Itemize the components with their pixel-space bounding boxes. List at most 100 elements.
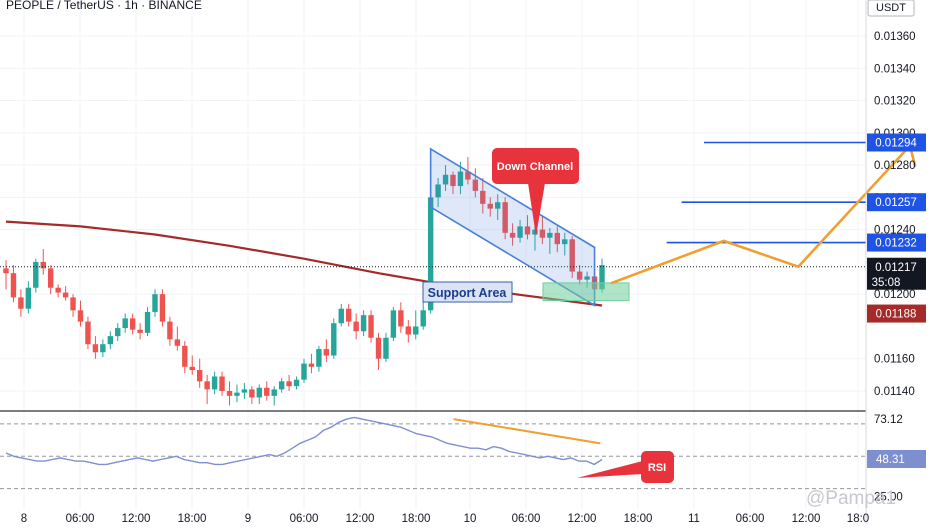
candle-body — [360, 315, 367, 332]
ma-price-tag — [867, 304, 926, 323]
candle — [539, 216, 546, 245]
candle-body — [92, 344, 99, 353]
candle-body — [323, 349, 330, 356]
candle-body — [264, 387, 270, 396]
candle — [293, 376, 300, 390]
candle-body — [48, 268, 54, 288]
candle — [122, 313, 128, 333]
candle-body — [18, 297, 24, 309]
candle — [472, 168, 479, 198]
candle-body — [346, 308, 352, 322]
candle — [413, 310, 419, 340]
candle — [316, 345, 322, 372]
candle — [562, 232, 568, 256]
time-tick-label: 18:00 — [178, 513, 207, 524]
candle-body — [569, 239, 575, 272]
candle — [271, 386, 277, 406]
price-tick-label: 0.01340 — [874, 63, 916, 75]
candle — [487, 197, 493, 217]
candle-body — [197, 370, 203, 382]
candle-body — [107, 336, 113, 345]
candle-body — [122, 318, 128, 329]
candle — [107, 331, 113, 350]
candle-body — [383, 337, 389, 359]
candle-body — [435, 184, 441, 198]
target-price-label: 0.01257 — [875, 197, 917, 209]
target-price-tag — [867, 133, 926, 152]
candle-body — [249, 389, 255, 398]
candle-body — [293, 379, 300, 387]
candle — [129, 313, 136, 335]
time-tick-label: 06:00 — [512, 513, 541, 524]
candle-body — [524, 226, 531, 235]
rsi-value-tag — [867, 449, 926, 468]
candle-body — [286, 381, 292, 387]
candle-body — [517, 226, 523, 238]
candle — [211, 371, 218, 395]
candles — [3, 157, 605, 406]
candle-body — [390, 310, 397, 338]
candle-body — [40, 261, 46, 269]
candle-body — [241, 389, 248, 393]
candle — [576, 265, 583, 285]
candle-body — [219, 376, 225, 391]
candle — [62, 286, 69, 301]
candle — [189, 355, 195, 375]
support-zone — [542, 282, 630, 302]
price-axis[interactable]: 0.013600.013400.013200.013000.012800.012… — [867, 31, 926, 504]
candle-body — [226, 391, 233, 396]
time-axis[interactable]: 8 06:00 12:00 18:00 9 06:00 12:00 18:00 10 06:00 1… — [21, 513, 869, 525]
candle-body — [413, 326, 419, 335]
candle — [554, 226, 560, 253]
candle-body — [129, 318, 136, 330]
price-tick-label: 0.01320 — [874, 96, 916, 108]
rsi-value-label: 48.31 — [876, 454, 905, 466]
rsi-divergence-line — [453, 418, 601, 445]
candle-body — [420, 310, 426, 327]
candle — [3, 260, 9, 290]
candle-body — [375, 337, 382, 359]
target-price-label: 0.01294 — [875, 138, 917, 150]
rsi-callout-pointer — [577, 461, 643, 478]
candle — [420, 300, 426, 330]
price-tick-label: 0.01140 — [874, 386, 915, 398]
rsi-callout-box — [641, 451, 674, 483]
time-tick-label: 9 — [245, 513, 251, 524]
candle-body — [480, 190, 486, 204]
candle — [331, 318, 337, 359]
candle — [532, 224, 538, 251]
candle-body — [487, 203, 493, 209]
candle — [226, 381, 233, 406]
price-tick-label: 0.01200 — [874, 289, 916, 301]
candle-body — [167, 321, 173, 340]
candle-body — [85, 321, 91, 345]
candle — [219, 371, 225, 396]
candle — [308, 353, 315, 374]
rsi-pane: RSI — [0, 416, 866, 490]
time-tick-label: 10 — [464, 513, 477, 524]
candle-body — [465, 171, 471, 180]
candle — [137, 323, 143, 340]
current-price-label: 0.01217 — [875, 262, 917, 274]
candle-body — [152, 294, 158, 312]
candle-body — [174, 339, 181, 346]
currency-box[interactable] — [867, 0, 915, 17]
time-tick-label: 8 — [21, 513, 27, 524]
candle-body — [539, 229, 546, 238]
candle — [92, 336, 99, 359]
candle-body — [62, 292, 69, 298]
candle — [85, 316, 91, 350]
candle-body — [234, 392, 240, 396]
candle-body — [33, 261, 39, 288]
time-tick-label: 18:00 — [402, 513, 431, 524]
candle-body — [55, 287, 61, 293]
candle — [368, 310, 374, 343]
down-channel-callout-box — [492, 148, 579, 184]
down-channel-callout-pointer — [528, 183, 545, 236]
time-tick-label: 06:00 — [290, 513, 319, 524]
candle-body — [562, 239, 568, 245]
time-tick-label: 12:00 — [122, 513, 151, 524]
candle-body — [211, 376, 218, 390]
